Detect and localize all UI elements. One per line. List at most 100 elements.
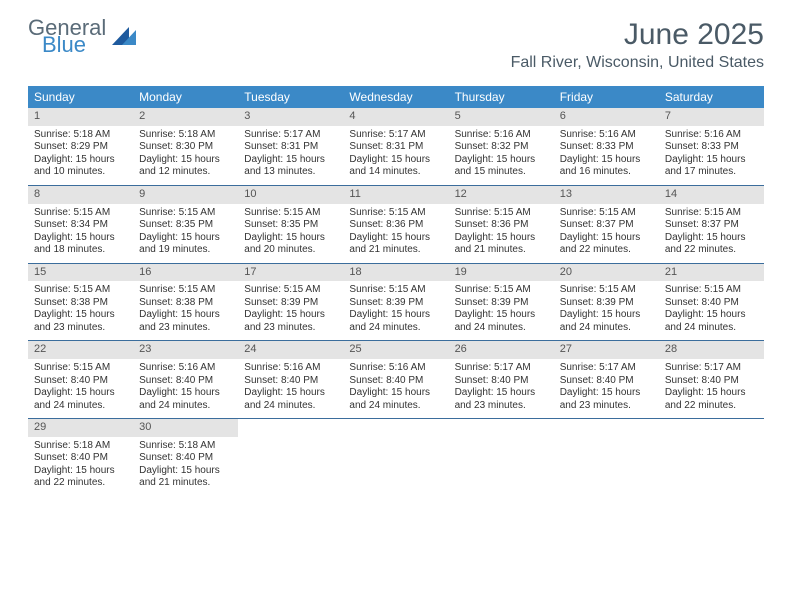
day-d2: and 22 minutes.: [34, 477, 127, 490]
day-number: 15: [28, 264, 133, 282]
day-d2: and 16 minutes.: [560, 166, 653, 179]
day-body: Sunrise: 5:15 AMSunset: 8:37 PMDaylight:…: [659, 204, 764, 263]
day-sr: Sunrise: 5:18 AM: [34, 129, 127, 142]
day-d1: Daylight: 15 hours: [139, 154, 232, 167]
day-sr: Sunrise: 5:15 AM: [244, 284, 337, 297]
day-number: 10: [238, 186, 343, 204]
day-cell: 28Sunrise: 5:17 AMSunset: 8:40 PMDayligh…: [659, 341, 764, 418]
day-sr: Sunrise: 5:15 AM: [34, 362, 127, 375]
day-ss: Sunset: 8:38 PM: [139, 297, 232, 310]
day-body: Sunrise: 5:16 AMSunset: 8:40 PMDaylight:…: [238, 359, 343, 418]
day-sr: Sunrise: 5:15 AM: [560, 207, 653, 220]
day-d2: and 13 minutes.: [244, 166, 337, 179]
day-body: Sunrise: 5:15 AMSunset: 8:36 PMDaylight:…: [343, 204, 448, 263]
day-number: 26: [449, 341, 554, 359]
day-ss: Sunset: 8:40 PM: [665, 297, 758, 310]
day-number: 23: [133, 341, 238, 359]
day-d1: Daylight: 15 hours: [34, 387, 127, 400]
day-number: 20: [554, 264, 659, 282]
day-body: Sunrise: 5:16 AMSunset: 8:32 PMDaylight:…: [449, 126, 554, 185]
day-ss: Sunset: 8:30 PM: [139, 141, 232, 154]
day-d2: and 19 minutes.: [139, 244, 232, 257]
day-d1: Daylight: 15 hours: [139, 232, 232, 245]
day-cell: 15Sunrise: 5:15 AMSunset: 8:38 PMDayligh…: [28, 264, 133, 341]
weeks-container: 1Sunrise: 5:18 AMSunset: 8:29 PMDaylight…: [28, 108, 764, 496]
day-d1: Daylight: 15 hours: [34, 465, 127, 478]
day-cell: 6Sunrise: 5:16 AMSunset: 8:33 PMDaylight…: [554, 108, 659, 185]
day-d1: Daylight: 15 hours: [139, 387, 232, 400]
day-header-sun: Sunday: [28, 86, 133, 108]
day-number: 14: [659, 186, 764, 204]
day-cell: 14Sunrise: 5:15 AMSunset: 8:37 PMDayligh…: [659, 186, 764, 263]
day-cell: [554, 419, 659, 496]
day-cell: 13Sunrise: 5:15 AMSunset: 8:37 PMDayligh…: [554, 186, 659, 263]
day-d2: and 23 minutes.: [560, 400, 653, 413]
day-d2: and 21 minutes.: [349, 244, 442, 257]
day-cell: 22Sunrise: 5:15 AMSunset: 8:40 PMDayligh…: [28, 341, 133, 418]
location-subtitle: Fall River, Wisconsin, United States: [511, 54, 764, 72]
day-header-row: Sunday Monday Tuesday Wednesday Thursday…: [28, 86, 764, 108]
day-sr: Sunrise: 5:15 AM: [34, 207, 127, 220]
day-sr: Sunrise: 5:16 AM: [349, 362, 442, 375]
day-number: 29: [28, 419, 133, 437]
day-body: Sunrise: 5:16 AMSunset: 8:40 PMDaylight:…: [343, 359, 448, 418]
day-ss: Sunset: 8:39 PM: [349, 297, 442, 310]
day-number: 6: [554, 108, 659, 126]
day-ss: Sunset: 8:37 PM: [560, 219, 653, 232]
day-d1: Daylight: 15 hours: [560, 154, 653, 167]
day-ss: Sunset: 8:36 PM: [455, 219, 548, 232]
day-d1: Daylight: 15 hours: [560, 309, 653, 322]
day-number: 24: [238, 341, 343, 359]
day-body: Sunrise: 5:15 AMSunset: 8:39 PMDaylight:…: [343, 281, 448, 340]
day-ss: Sunset: 8:40 PM: [349, 375, 442, 388]
day-sr: Sunrise: 5:15 AM: [349, 207, 442, 220]
day-d2: and 22 minutes.: [560, 244, 653, 257]
day-d1: Daylight: 15 hours: [244, 154, 337, 167]
day-sr: Sunrise: 5:17 AM: [665, 362, 758, 375]
day-sr: Sunrise: 5:15 AM: [560, 284, 653, 297]
day-header-wed: Wednesday: [343, 86, 448, 108]
day-body: Sunrise: 5:15 AMSunset: 8:38 PMDaylight:…: [133, 281, 238, 340]
day-body: Sunrise: 5:18 AMSunset: 8:40 PMDaylight:…: [133, 437, 238, 496]
day-d2: and 12 minutes.: [139, 166, 232, 179]
day-ss: Sunset: 8:38 PM: [34, 297, 127, 310]
day-ss: Sunset: 8:40 PM: [560, 375, 653, 388]
day-ss: Sunset: 8:32 PM: [455, 141, 548, 154]
day-cell: 11Sunrise: 5:15 AMSunset: 8:36 PMDayligh…: [343, 186, 448, 263]
day-body: Sunrise: 5:16 AMSunset: 8:33 PMDaylight:…: [659, 126, 764, 185]
day-ss: Sunset: 8:34 PM: [34, 219, 127, 232]
day-cell: 4Sunrise: 5:17 AMSunset: 8:31 PMDaylight…: [343, 108, 448, 185]
day-body: Sunrise: 5:15 AMSunset: 8:40 PMDaylight:…: [28, 359, 133, 418]
day-ss: Sunset: 8:33 PM: [665, 141, 758, 154]
day-sr: Sunrise: 5:15 AM: [665, 207, 758, 220]
day-cell: 20Sunrise: 5:15 AMSunset: 8:39 PMDayligh…: [554, 264, 659, 341]
day-sr: Sunrise: 5:15 AM: [349, 284, 442, 297]
day-cell: 30Sunrise: 5:18 AMSunset: 8:40 PMDayligh…: [133, 419, 238, 496]
day-ss: Sunset: 8:39 PM: [455, 297, 548, 310]
day-d1: Daylight: 15 hours: [665, 387, 758, 400]
day-d2: and 23 minutes.: [139, 322, 232, 335]
day-d2: and 24 minutes.: [349, 322, 442, 335]
day-body: Sunrise: 5:16 AMSunset: 8:40 PMDaylight:…: [133, 359, 238, 418]
day-d2: and 24 minutes.: [244, 400, 337, 413]
day-body: Sunrise: 5:18 AMSunset: 8:40 PMDaylight:…: [28, 437, 133, 496]
day-ss: Sunset: 8:31 PM: [349, 141, 442, 154]
day-number: 21: [659, 264, 764, 282]
week-row: 1Sunrise: 5:18 AMSunset: 8:29 PMDaylight…: [28, 108, 764, 186]
day-cell: 10Sunrise: 5:15 AMSunset: 8:35 PMDayligh…: [238, 186, 343, 263]
day-sr: Sunrise: 5:17 AM: [560, 362, 653, 375]
day-d1: Daylight: 15 hours: [455, 154, 548, 167]
day-ss: Sunset: 8:29 PM: [34, 141, 127, 154]
day-ss: Sunset: 8:31 PM: [244, 141, 337, 154]
day-d1: Daylight: 15 hours: [244, 232, 337, 245]
day-number: 30: [133, 419, 238, 437]
day-ss: Sunset: 8:40 PM: [244, 375, 337, 388]
day-header-sat: Saturday: [659, 86, 764, 108]
day-number: 11: [343, 186, 448, 204]
day-cell: 25Sunrise: 5:16 AMSunset: 8:40 PMDayligh…: [343, 341, 448, 418]
day-body: Sunrise: 5:17 AMSunset: 8:40 PMDaylight:…: [554, 359, 659, 418]
day-number: 13: [554, 186, 659, 204]
day-d2: and 24 minutes.: [455, 322, 548, 335]
day-body: Sunrise: 5:15 AMSunset: 8:38 PMDaylight:…: [28, 281, 133, 340]
day-ss: Sunset: 8:39 PM: [244, 297, 337, 310]
